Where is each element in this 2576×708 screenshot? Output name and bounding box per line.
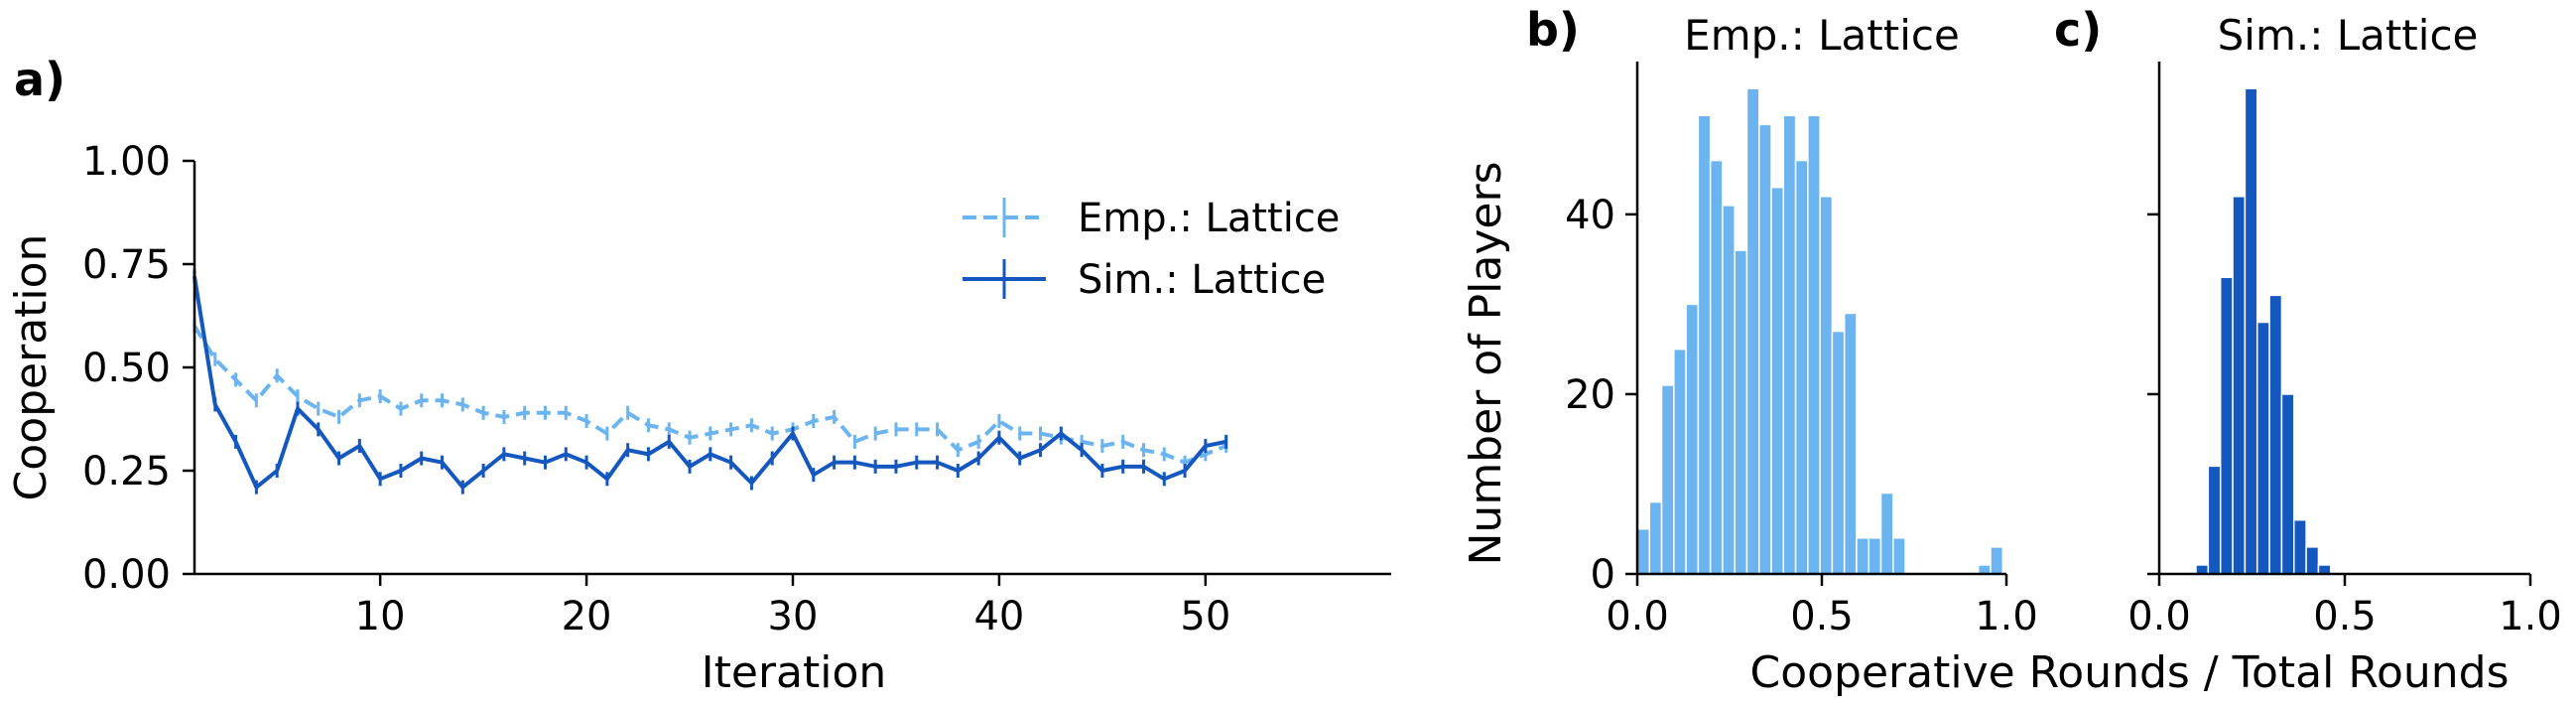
c-histogram-bar	[2244, 87, 2258, 575]
a-y-axis-label: Cooperation	[6, 234, 57, 501]
b-histogram-bar	[1745, 87, 1760, 575]
a-x-axis-label: Iteration	[702, 647, 887, 698]
c-histogram-bar	[2293, 518, 2307, 575]
c-histogram-bar	[2280, 393, 2295, 575]
b-histogram-bar	[1977, 564, 1992, 575]
legend: Emp.: Lattice Sim.: Lattice	[963, 196, 1340, 303]
b-y-tick-label: 0	[1591, 552, 1615, 598]
legend-entry-sim: Sim.: Lattice	[963, 257, 1326, 303]
b-histogram-bar	[1879, 492, 1894, 575]
b-histogram-bar	[1636, 527, 1651, 575]
legend-label-sim: Sim.: Lattice	[1078, 257, 1326, 303]
panel-label-c: c)	[2054, 3, 2102, 57]
a-x-tick-label: 40	[973, 594, 1024, 639]
c-title: Sim.: Lattice	[2218, 11, 2479, 60]
b-histogram-bar	[1685, 303, 1700, 575]
panel-label-a: a)	[14, 53, 65, 106]
c-x-tick-label: 1.0	[2499, 594, 2562, 639]
a-x-tick-label: 20	[562, 594, 612, 639]
c-histogram-bar	[2268, 294, 2283, 575]
b-histogram-bar	[1770, 186, 1785, 575]
b-title: Emp.: Lattice	[1684, 11, 1960, 60]
a-x-tick-label: 50	[1180, 594, 1230, 639]
panel-b-histogram: Emp.: Lattice 0.0 0.5 1.0 0 20 40 Number of P…	[1461, 11, 2510, 698]
b-histogram-bar	[1673, 348, 1687, 575]
a-y-tick-label: 0.50	[82, 346, 171, 391]
a-y-tick-label: 1.00	[82, 139, 171, 185]
b-histogram-bar	[1722, 205, 1736, 575]
b-histogram-bar	[1782, 114, 1797, 575]
b-histogram-bar	[1843, 312, 1858, 575]
a-x-tick-label: 10	[355, 594, 406, 639]
b-histogram-bar	[1709, 159, 1724, 575]
b-histogram-bar	[1794, 159, 1809, 575]
b-y-tick-label: 20	[1565, 372, 1615, 418]
b-y-axis-label: Number of Players	[1461, 162, 1511, 566]
c-histogram-bar	[2317, 564, 2332, 575]
c-histogram-bar	[2255, 321, 2270, 575]
b-histogram-bar	[1819, 196, 1834, 575]
c-x-tick-label: 0.0	[2127, 594, 2191, 639]
b-histogram-bar	[1831, 330, 1846, 575]
b-histogram-bar	[1734, 249, 1748, 575]
b-histogram-bar	[1892, 537, 1906, 575]
b-histogram-bar	[1660, 384, 1675, 575]
b-y-tick-label: 40	[1565, 193, 1615, 238]
b-histogram-bar	[1856, 537, 1869, 575]
b-histogram-bar	[1697, 114, 1712, 575]
panel-c-histogram: Sim.: Lattice 0.0 0.5 1.0	[2127, 11, 2562, 639]
b-histogram-bar	[1807, 114, 1821, 575]
a-x-tick-label: 30	[768, 594, 819, 639]
c-histogram-bar	[2305, 546, 2320, 575]
a-y-tick-label: 0.00	[82, 552, 171, 598]
b-histogram-bar	[1990, 546, 2004, 575]
b-x-tick-label: 0.0	[1606, 594, 1669, 639]
c-histogram-bar	[2207, 465, 2222, 575]
a-y-tick-label: 0.25	[82, 449, 171, 495]
shared-x-axis-label: Cooperative Rounds / Total Rounds	[1749, 647, 2509, 698]
c-histogram-bar	[2195, 564, 2210, 575]
a-y-tick-label: 0.75	[82, 242, 171, 288]
panel-a-line-chart: 10 20 30 40 50 0.00 0.25 0.50 0.75 1.00 Iteration…	[6, 139, 1391, 698]
b-x-tick-label: 1.0	[1975, 594, 2038, 639]
c-histogram-bar	[2219, 276, 2234, 575]
c-histogram-bar	[2232, 196, 2247, 575]
b-histogram-bar	[1758, 123, 1772, 575]
legend-entry-emp: Emp.: Lattice	[963, 196, 1340, 241]
b-histogram-bar	[1868, 537, 1882, 575]
c-x-tick-label: 0.5	[2313, 594, 2377, 639]
b-histogram-bar	[1648, 500, 1663, 575]
legend-label-emp: Emp.: Lattice	[1078, 196, 1340, 241]
b-x-tick-label: 0.5	[1790, 594, 1854, 639]
panel-label-b: b)	[1526, 3, 1580, 57]
